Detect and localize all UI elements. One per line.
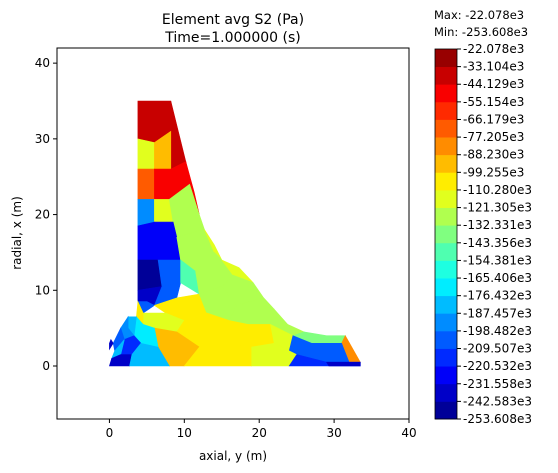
colorbar-band	[435, 295, 457, 314]
mesh-element	[129, 342, 170, 367]
colorbar-tick-label: -132.331e3	[463, 218, 532, 232]
mesh-element	[326, 361, 361, 367]
mesh-element	[137, 259, 163, 291]
colorbar-tick-label: -176.432e3	[463, 289, 532, 303]
colorbar-band	[435, 172, 457, 191]
y-axis-ticks: 0 10 20 30 40	[35, 56, 57, 373]
colorbar-tick-label: -198.482e3	[463, 324, 532, 338]
colorbar-band	[435, 189, 457, 208]
colorbar-band	[435, 242, 457, 261]
colorbar-tick-label: -242.583e3	[463, 394, 532, 408]
colorbar-band	[435, 260, 457, 279]
mesh-element	[137, 168, 155, 200]
colorbar-tick-label: -165.406e3	[463, 271, 532, 285]
max-value-label: Max: -22.078e3	[434, 8, 524, 22]
axes-frame	[56, 47, 410, 420]
colorbar-tick-label: -220.532e3	[463, 359, 532, 373]
colorbar-tick-label: -187.457e3	[463, 306, 532, 320]
colorbar-band	[435, 66, 457, 85]
colorbar-band	[435, 154, 457, 173]
x-tick-label: 30	[326, 426, 341, 440]
colorbar-tick-label: -55.154e3	[463, 95, 524, 109]
colorbar-band	[435, 278, 457, 297]
min-value-label: Min: -253.608e3	[434, 25, 528, 39]
colorbar-tick-label: -121.305e3	[463, 201, 532, 215]
colorbar-band	[435, 330, 457, 349]
x-tick-label: 0	[106, 426, 114, 440]
mesh-element	[137, 138, 155, 170]
colorbar-band	[435, 49, 457, 68]
x-axis-ticks: 0 10 20 30 40	[106, 419, 417, 440]
colorbar-tick-label: -66.179e3	[463, 112, 524, 126]
colorbar-band	[435, 207, 457, 226]
colorbar-tick-label: -209.507e3	[463, 342, 532, 356]
mesh-element	[157, 259, 181, 287]
colorbar-band	[435, 119, 457, 138]
colorbar-ticks: -22.078e3 -33.104e3 -44.129e3 -55.154e3 -66.…	[457, 42, 532, 426]
x-tick-label: 20	[252, 426, 267, 440]
y-tick-label: 10	[35, 283, 50, 297]
x-axis-label: axial, y (m)	[199, 449, 267, 463]
colorbar-tick-label: -154.381e3	[463, 253, 532, 267]
colorbar-band	[435, 225, 457, 244]
mesh-element	[109, 338, 114, 351]
colorbar-tick-label: -99.255e3	[463, 165, 524, 179]
mesh-elements	[108, 100, 361, 367]
colorbar-band	[435, 84, 457, 103]
y-tick-label: 30	[35, 132, 50, 146]
y-axis-label: radial, x (m)	[10, 196, 24, 270]
x-tick-label: 10	[177, 426, 192, 440]
colorbar-band	[435, 366, 457, 385]
mesh-element	[137, 199, 155, 227]
colorbar-band	[435, 383, 457, 402]
colorbar-tick-label: -231.558e3	[463, 377, 532, 391]
colorbar-band	[435, 348, 457, 367]
colorbar-band	[435, 401, 457, 420]
y-tick-label: 0	[42, 359, 50, 373]
chart-title-line1: Element avg S2 (Pa)	[162, 12, 304, 28]
colorbar-tick-label: -110.280e3	[463, 183, 532, 197]
colorbar-tick-label: -33.104e3	[463, 60, 524, 74]
colorbar-tick-label: -253.608e3	[463, 412, 532, 426]
colorbar-band	[435, 101, 457, 120]
chart-title-line2: Time=1.000000 (s)	[164, 30, 300, 46]
colorbar-band	[435, 313, 457, 332]
colorbar-tick-label: -44.129e3	[463, 77, 524, 91]
colorbar-band	[435, 137, 457, 156]
mesh-element	[225, 320, 275, 348]
y-tick-label: 20	[35, 208, 50, 222]
colorbar-tick-label: -22.078e3	[463, 42, 524, 56]
colorbar-tick-label: -77.205e3	[463, 130, 524, 144]
y-tick-label: 40	[35, 56, 50, 70]
x-tick-label: 40	[401, 426, 416, 440]
colorbar	[435, 49, 457, 420]
colorbar-tick-label: -143.356e3	[463, 236, 532, 250]
colorbar-tick-label: -88.230e3	[463, 148, 524, 162]
colorbar-frame	[434, 48, 458, 420]
plot-area	[56, 47, 410, 420]
